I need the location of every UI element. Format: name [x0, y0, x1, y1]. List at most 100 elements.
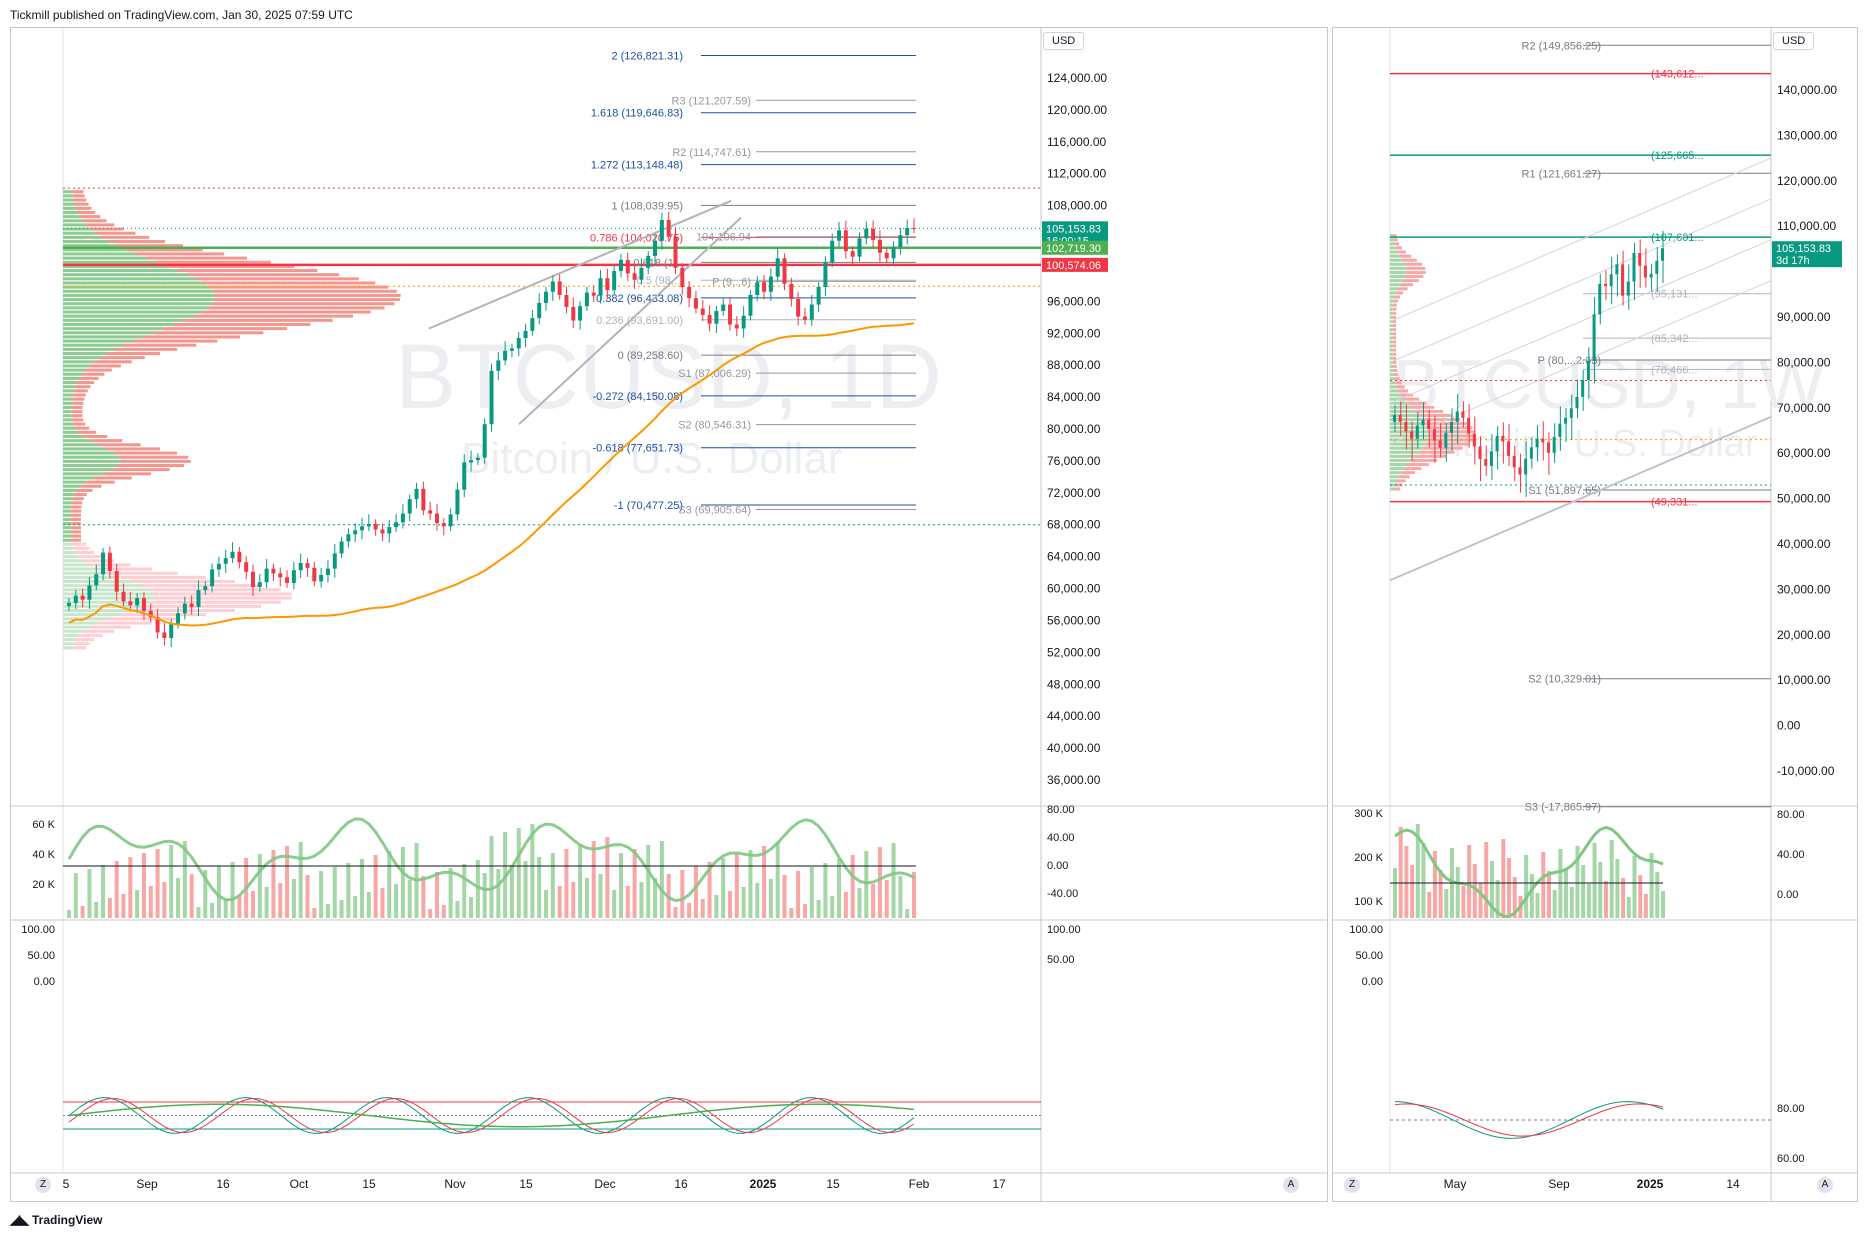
weekly-price-tag-countdown: 3d 17h — [1776, 255, 1810, 267]
weekly-stoch-axis-label: 100.00 — [1349, 924, 1383, 936]
volume-bar — [291, 879, 296, 918]
daily-chart-panel[interactable]: BTCUSD, 1D Bitcoin / U.S. Dollar 2 (126,82… — [10, 27, 1328, 1202]
weekly-price-axis-label: 60,000.00 — [1777, 446, 1831, 460]
volume-profile-bar-buy — [63, 248, 126, 252]
volume-bar — [653, 878, 658, 918]
candle-body — [530, 318, 535, 331]
zoom-button[interactable]: Z — [35, 1177, 51, 1193]
volume-profile-bar-buy — [63, 484, 81, 488]
volume-bar — [421, 876, 426, 918]
candle-body — [782, 258, 787, 284]
volume-profile-bar-buy-weekly — [1390, 279, 1403, 283]
candle-body — [612, 271, 617, 291]
volume-profile-bar-sell-weekly — [1413, 409, 1444, 413]
volume-profile-bar-buy — [63, 621, 99, 625]
weekly-price-tag-label: 105,153.83 — [1776, 243, 1831, 255]
volume-bar — [693, 866, 698, 918]
weekly-candle-body — [1484, 459, 1488, 466]
volume-profile-bar-sell — [214, 293, 401, 297]
auto-scale-button-weekly[interactable]: A — [1817, 1177, 1833, 1193]
candle-body — [544, 291, 549, 303]
candle-body — [176, 613, 181, 624]
weekly-candle-body — [1444, 432, 1448, 448]
price-axis-label: 124,000.00 — [1047, 71, 1107, 85]
weekly-channel-line — [1389, 415, 1772, 582]
volume-profile-bar-buy — [63, 393, 74, 397]
candle-body — [380, 529, 385, 534]
volume-profile-bar-sell-weekly — [1392, 336, 1397, 340]
weekly-oscillator-axis-label: 40.00 — [1777, 849, 1805, 861]
candle-body — [762, 282, 767, 292]
volume-bar — [182, 841, 187, 918]
volume-bar — [571, 882, 576, 918]
volume-bar — [319, 871, 324, 918]
volume-profile-bar-sell-weekly — [1392, 332, 1397, 336]
volume-bar — [550, 853, 555, 918]
volume-profile-bar-sell — [74, 202, 89, 206]
volume-profile-bar-buy — [63, 273, 188, 277]
volume-profile-bar-buy — [63, 219, 83, 223]
volume-profile-bar-sell — [145, 256, 248, 260]
price-axis-label: 44,000.00 — [1047, 709, 1101, 723]
fib-level-label: 0.618 (1... — [633, 257, 683, 269]
weekly-volume-bar — [1535, 893, 1540, 918]
zoom-button-weekly[interactable]: Z — [1344, 1177, 1360, 1193]
candle-body — [489, 370, 494, 425]
volume-bar — [482, 873, 487, 918]
volume-profile-bar-sell — [98, 621, 152, 625]
price-axis-label: 56,000.00 — [1047, 613, 1101, 627]
volume-profile-bar-buy — [63, 360, 94, 364]
volume-profile-bar-buy — [63, 405, 72, 409]
fib-level-label: 1 (108,039.95) — [611, 200, 683, 212]
volume-profile-bar-buy-weekly — [1390, 283, 1401, 287]
daily-chart-canvas[interactable]: BTCUSD, 1D Bitcoin / U.S. Dollar 2 (126,82… — [11, 28, 1327, 1201]
price-axis-label: 64,000.00 — [1047, 550, 1101, 564]
volume-profile-bar-buy — [63, 530, 72, 534]
fib-level-label: 0.786 (104,020.75) — [590, 232, 683, 244]
volume-profile-bar-buy-weekly — [1390, 262, 1405, 266]
volume-profile-bar-buy — [63, 310, 202, 314]
currency-label[interactable]: USD — [1043, 32, 1085, 50]
weekly-candle-body — [1535, 438, 1539, 448]
volume-bar — [360, 859, 365, 918]
volume-profile-bar-sell-weekly — [1395, 483, 1403, 487]
weekly-level-label: P (80,...2.63) — [1538, 355, 1601, 367]
weekly-chart-panel[interactable]: BTCUSD, 1W Bitcoin / U.S. Dollar R2 (149,8… — [1332, 27, 1858, 1202]
weekly-price-axis-label: 130,000.00 — [1777, 128, 1837, 142]
volume-profile-bar-buy-weekly — [1390, 405, 1410, 409]
volume-profile-bar-buy — [63, 434, 83, 438]
candle-body — [196, 590, 201, 607]
currency-label-weekly[interactable]: USD — [1773, 32, 1815, 50]
weekly-candle-body — [1598, 283, 1602, 315]
weekly-candle-body — [1575, 396, 1579, 409]
time-axis-label: 16 — [674, 1177, 688, 1191]
volume-profile-bar-sell — [154, 596, 292, 600]
weekly-volume-bar — [1393, 868, 1397, 918]
volume-profile-bar-sell — [108, 571, 178, 575]
candle-body — [203, 586, 208, 591]
candle-body — [707, 314, 712, 324]
volume-profile-bar-sell — [74, 426, 90, 430]
weekly-candle-body — [1586, 361, 1590, 381]
volume-profile-bar-buy — [63, 364, 90, 368]
volume-bar — [516, 828, 521, 918]
volume-profile-bar-sell-weekly — [1394, 242, 1400, 246]
candle-body — [141, 598, 146, 611]
candle-body — [666, 219, 671, 237]
volume-profile-bar-sell-weekly — [1394, 487, 1401, 491]
volume-profile-bar-sell-weekly — [1398, 389, 1409, 393]
weekly-candle-body — [1626, 281, 1630, 296]
volume-profile-bar-buy — [63, 356, 100, 360]
candle-body — [462, 462, 467, 490]
volume-bar — [823, 863, 828, 918]
weekly-level-label: S1 (51,897.65) — [1528, 485, 1601, 497]
auto-scale-button[interactable]: A — [1283, 1177, 1299, 1193]
volume-profile-bar-buy — [63, 215, 80, 219]
time-axis-label: 5 — [63, 1177, 70, 1191]
candle-body — [162, 632, 167, 639]
weekly-candle-body — [1501, 435, 1505, 442]
volume-profile-bar-sell-weekly — [1392, 311, 1397, 315]
volume-bar — [257, 854, 262, 918]
weekly-candle-body — [1524, 458, 1528, 475]
